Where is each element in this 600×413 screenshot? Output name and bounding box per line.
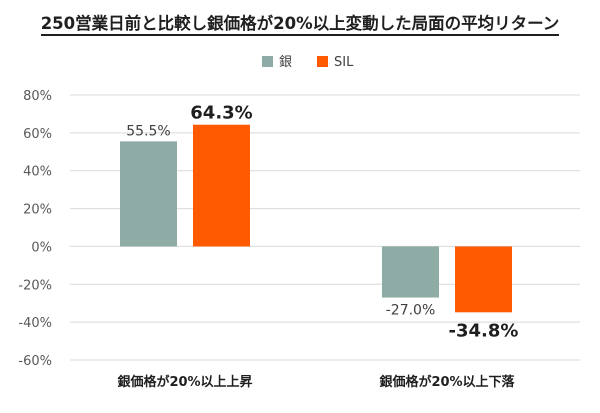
legend-label-1: 銀 bbox=[279, 55, 292, 70]
y-tick-label: 0% bbox=[31, 240, 52, 255]
data-label-1-1: 55.5% bbox=[126, 123, 170, 139]
data-label-1-2: -27.0% bbox=[386, 303, 436, 319]
y-tick-label: -40% bbox=[18, 316, 52, 331]
legend-swatch-2 bbox=[317, 56, 328, 67]
bar-2-1 bbox=[193, 124, 250, 247]
chart-title: 250営業日前と比較し銀価格が20%以上変動した局面の平均リターン bbox=[0, 10, 600, 36]
y-tick-label: 40% bbox=[23, 165, 52, 180]
data-label-2-1: 64.3% bbox=[190, 103, 252, 124]
bar-1-2 bbox=[382, 246, 439, 298]
bar-2-2 bbox=[455, 246, 512, 313]
y-tick-label: 20% bbox=[23, 203, 52, 218]
category-label-1: 銀価格が20%以上上昇 bbox=[117, 374, 252, 390]
y-tick-label: 80% bbox=[23, 89, 52, 104]
y-tick-label: -60% bbox=[18, 354, 52, 369]
bar-1-1 bbox=[120, 141, 177, 247]
data-label-2-2: -34.8% bbox=[449, 320, 519, 341]
legend-label-2: SIL bbox=[334, 55, 354, 70]
y-tick-label: -20% bbox=[18, 278, 52, 293]
category-label-2: 銀価格が20%以上下落 bbox=[379, 374, 515, 390]
legend-swatch-1 bbox=[262, 56, 273, 67]
y-tick-label: 60% bbox=[23, 127, 52, 142]
